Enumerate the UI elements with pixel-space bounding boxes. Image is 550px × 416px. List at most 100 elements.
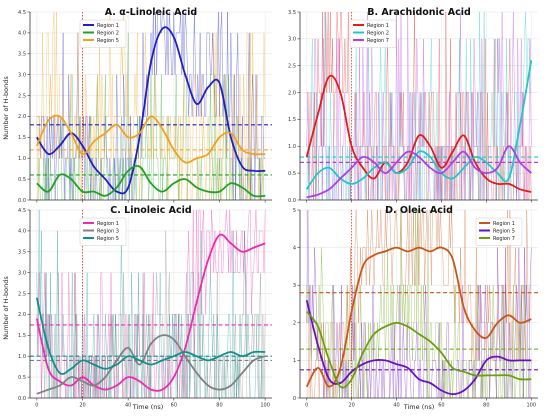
- legend-label-1: Region 1: [493, 221, 515, 227]
- plot-area: [300, 210, 538, 398]
- x-tick-label: 80: [483, 403, 489, 409]
- y-tick-label: 4.5: [18, 10, 26, 16]
- panel-2: 0.0 0.5 1.0 1.5 2.0 2.5 3.0 3.5 B. Arachidonic A…: [288, 7, 538, 204]
- raw-trace-3: [306, 210, 532, 398]
- y-tick-label: 2.0: [18, 114, 26, 120]
- y-tick-label: 4.0: [18, 31, 26, 37]
- plot-area: [30, 210, 272, 398]
- y-tick-label: 1: [293, 358, 296, 364]
- y-tick-label: 1.5: [18, 333, 26, 339]
- legend-label-2: Region 2: [97, 30, 119, 36]
- y-tick-label: 0: [293, 396, 296, 402]
- smoothed-line-2: [36, 164, 266, 198]
- legend-label-1: Region 1: [97, 23, 119, 29]
- y-tick-label: 0.0: [18, 396, 26, 402]
- y-axis-label-bottom: Number of H-bonds: [2, 276, 10, 340]
- y-tick-label: 2: [293, 321, 296, 327]
- x-tick-label: 20: [79, 403, 85, 409]
- smoothed-line-3: [305, 310, 532, 389]
- x-tick-label: 60: [438, 403, 444, 409]
- y-tick-label: 0.0: [18, 198, 26, 204]
- y-tick-label: 2.0: [18, 312, 26, 318]
- y-tick-label: 2.5: [18, 93, 26, 99]
- legend-label-1: Region 1: [97, 221, 119, 227]
- x-tick-label: 20: [348, 403, 354, 409]
- smoothed-line-2: [305, 299, 532, 396]
- x-tick-label: 100: [526, 403, 536, 409]
- y-tick-label: 3.5: [18, 52, 26, 58]
- y-tick-label: 4.0: [18, 229, 26, 235]
- panel-title: B. Arachidonic Acid: [367, 7, 471, 18]
- y-tick-label: 3.0: [18, 72, 26, 78]
- y-tick-label: 1.5: [288, 117, 296, 123]
- panel-title: C. Linoleic Acid: [110, 205, 191, 216]
- panel-3: 0.0 0.5 1.0 1.5 2.0 2.5 3.0 3.5 4.0 4.5 0 20 40 60 80 1…: [18, 205, 272, 409]
- x-tick-label: 100: [260, 403, 270, 409]
- y-axis-label-top: Number of H-bonds: [2, 76, 10, 140]
- smoothed-line-1: [35, 233, 266, 392]
- x-tick-label: 60: [171, 403, 177, 409]
- legend-label-3: Region 7: [367, 38, 389, 44]
- legend-label-3: Region 5: [97, 236, 119, 242]
- x-tick-label: 0: [35, 403, 38, 409]
- legend-label-1: Region 1: [367, 23, 389, 29]
- y-tick-label: 2.5: [18, 291, 26, 297]
- smoothed-line-1: [36, 26, 266, 195]
- y-tick-label: 1.0: [288, 144, 296, 150]
- y-tick-label: 1.0: [18, 156, 26, 162]
- y-tick-label: 0.5: [288, 171, 296, 177]
- y-tick-label: 5: [293, 208, 296, 214]
- smoothed-line-3: [306, 145, 532, 199]
- x-tick-label: 40: [125, 403, 131, 409]
- y-tick-label: 0.5: [18, 375, 26, 381]
- y-tick-label: 4.5: [18, 208, 26, 214]
- raw-trace-1: [36, 12, 266, 200]
- plot-area: [300, 12, 538, 200]
- raw-trace-3: [36, 12, 266, 200]
- x-axis-label-right: Time (ns): [403, 403, 435, 411]
- raw-trace-2: [306, 12, 532, 200]
- smoothed-line-3: [35, 297, 266, 375]
- smoothed-line-1: [305, 246, 532, 388]
- y-tick-label: 1.5: [18, 135, 26, 141]
- raw-trace-2: [36, 230, 266, 398]
- y-tick-label: 2.0: [288, 90, 296, 96]
- legend-label-2: Region 2: [367, 30, 389, 36]
- smoothed-line-3: [35, 114, 266, 164]
- x-axis-label-left: Time (ns): [132, 403, 164, 411]
- y-tick-label: 0.0: [288, 198, 296, 204]
- legend-label-3: Region 7: [493, 236, 515, 242]
- raw-trace-2: [36, 32, 266, 200]
- y-tick-label: 3.0: [18, 270, 26, 276]
- legend-label-2: Region 5: [493, 228, 515, 234]
- y-tick-label: 3.0: [288, 37, 296, 43]
- y-tick-label: 2.5: [288, 64, 296, 70]
- panel-title: A. α-Linoleic Acid: [105, 7, 197, 18]
- legend-label-3: Region 5: [97, 38, 119, 44]
- raw-trace-1: [306, 210, 532, 398]
- raw-trace-3: [306, 12, 532, 200]
- x-tick-label: 80: [216, 403, 222, 409]
- y-tick-label: 3.5: [18, 250, 26, 256]
- y-tick-label: 3.5: [288, 10, 296, 16]
- x-tick-label: 40: [393, 403, 399, 409]
- panel-1: 0.0 0.5 1.0 1.5 2.0 2.5 3.0 3.5 4.0 4.5 A. α-Linol…: [18, 7, 272, 204]
- smoothed-line-2: [36, 334, 266, 395]
- y-tick-label: 4: [293, 245, 296, 251]
- x-tick-label: 0: [305, 403, 308, 409]
- plot-area: [30, 12, 272, 200]
- smoothed-line-1: [305, 74, 532, 193]
- legend-label-2: Region 3: [97, 228, 119, 234]
- y-tick-label: 0.5: [18, 177, 26, 183]
- smoothed-line-2: [305, 60, 533, 190]
- raw-trace-2: [306, 210, 532, 398]
- y-tick-label: 3: [293, 283, 296, 289]
- y-tick-label: 1.0: [18, 354, 26, 360]
